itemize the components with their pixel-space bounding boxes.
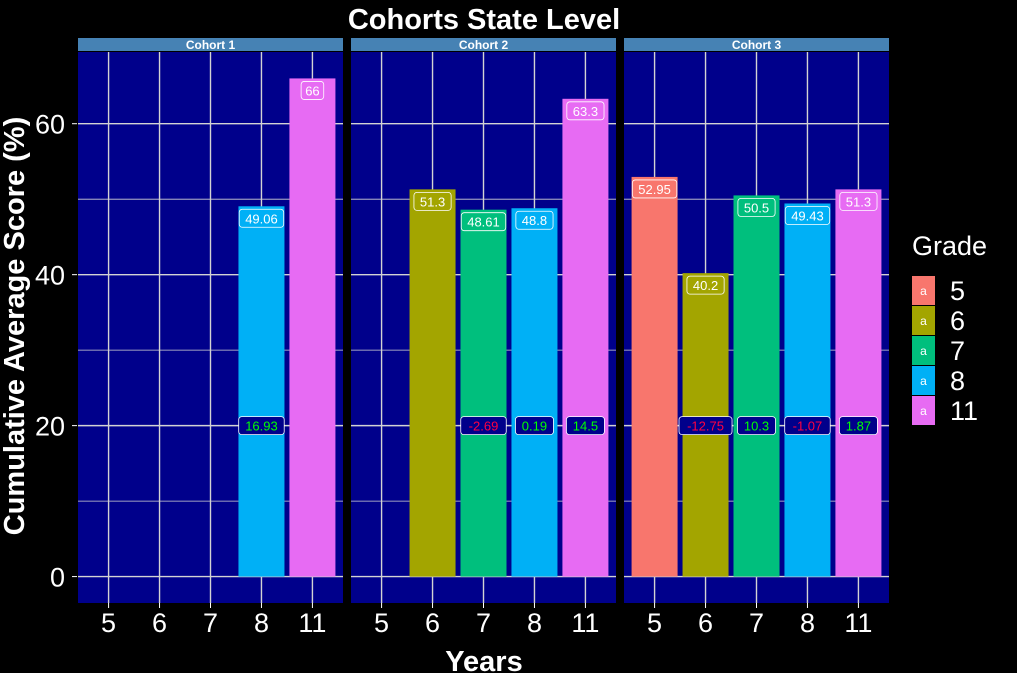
change-label: -1.07 bbox=[793, 419, 823, 434]
x-tick-label: 6 bbox=[425, 608, 440, 638]
change-label-box bbox=[784, 416, 831, 436]
legend-key-grade-5 bbox=[912, 276, 935, 305]
y-tick-label: 60 bbox=[35, 110, 65, 140]
bar-grade-11 bbox=[562, 98, 609, 577]
value-label: 51.3 bbox=[846, 194, 871, 209]
value-label: 52.95 bbox=[638, 182, 671, 197]
legend-key-glyph: a bbox=[920, 344, 927, 358]
change-label: -12.75 bbox=[687, 419, 724, 434]
x-tick-label: 11 bbox=[298, 608, 326, 638]
legend-key-grade-6 bbox=[912, 306, 935, 335]
legend-key-glyph: a bbox=[920, 314, 927, 328]
value-label-box bbox=[238, 208, 285, 228]
change-label: 1.87 bbox=[846, 419, 871, 434]
value-label: 49.43 bbox=[791, 208, 824, 223]
value-label-box bbox=[631, 179, 678, 199]
x-tick-label: 5 bbox=[374, 608, 389, 638]
value-label: 40.2 bbox=[693, 278, 718, 293]
x-tick-label: 11 bbox=[571, 608, 599, 638]
change-label-box bbox=[515, 416, 554, 436]
value-label: 66 bbox=[305, 83, 319, 98]
bar-grade-5 bbox=[631, 176, 678, 577]
x-tick-label: 8 bbox=[254, 608, 269, 638]
y-axis: 0 20 40 60 bbox=[35, 110, 77, 593]
change-label: -2.69 bbox=[469, 419, 499, 434]
facet-panel-1: Cohort 1 49.06 16.93 66 5 6 7 8 11 bbox=[78, 38, 343, 638]
bar-grade-7 bbox=[733, 195, 780, 577]
x-tick-label: 5 bbox=[101, 608, 116, 638]
bar-grade-8 bbox=[784, 203, 831, 577]
y-tick-label: 20 bbox=[35, 412, 65, 442]
x-tick-label: 7 bbox=[203, 608, 218, 638]
facet-strip-label: Cohort 3 bbox=[732, 38, 782, 52]
legend-key-grade-8 bbox=[912, 366, 935, 395]
facet-panel-2: Cohort 2 51.3 48.61 -2.69 48.8 0.19 63.3 14.5 5 6… bbox=[351, 38, 616, 638]
value-label-box bbox=[460, 212, 507, 232]
value-label-box bbox=[515, 210, 554, 230]
value-label-box bbox=[839, 191, 878, 211]
legend-label-grade-11: 11 bbox=[950, 396, 978, 426]
value-label: 48.8 bbox=[522, 213, 547, 228]
y-tick-label: 0 bbox=[50, 563, 65, 593]
change-label: 16.93 bbox=[245, 419, 278, 434]
change-label-box bbox=[678, 416, 733, 436]
facet-strip bbox=[78, 38, 343, 51]
change-label-box bbox=[566, 416, 605, 436]
change-label: 0.19 bbox=[522, 419, 547, 434]
facet-panel-3: Cohort 3 52.95 40.2 -12.75 50.5 10.3 49.43 -1.0… bbox=[624, 38, 889, 638]
y-tick-label: 40 bbox=[35, 261, 65, 291]
legend-key-glyph: a bbox=[920, 374, 927, 388]
value-label: 51.3 bbox=[420, 194, 445, 209]
chart-title: Cohorts State Level bbox=[348, 4, 620, 36]
change-label: 14.5 bbox=[573, 419, 598, 434]
legend-key-glyph: a bbox=[920, 404, 927, 418]
value-label-box bbox=[300, 81, 325, 100]
value-label-box bbox=[566, 101, 605, 121]
value-label-box bbox=[737, 198, 776, 217]
x-tick-label: 6 bbox=[152, 608, 167, 638]
x-tick-label: 8 bbox=[527, 608, 542, 638]
bar-grade-6 bbox=[409, 189, 456, 577]
change-label-box bbox=[839, 416, 878, 436]
x-tick-label: 7 bbox=[476, 608, 491, 638]
bar-grade-8 bbox=[511, 208, 558, 577]
legend-label-grade-6: 6 bbox=[950, 306, 965, 336]
x-tick-label: 6 bbox=[698, 608, 713, 638]
legend-key-grade-7 bbox=[912, 336, 935, 365]
change-label: 10.3 bbox=[744, 419, 769, 434]
facet-strip-label: Cohort 1 bbox=[186, 38, 236, 52]
change-label-box bbox=[238, 416, 285, 436]
value-label-box bbox=[413, 191, 452, 211]
legend-title: Grade bbox=[912, 231, 987, 261]
value-label: 49.06 bbox=[245, 211, 278, 226]
facet-strip bbox=[351, 38, 616, 51]
legend-label-grade-8: 8 bbox=[950, 366, 965, 396]
bar-grade-8 bbox=[238, 206, 285, 577]
legend: Grade a 5 a 6 a 7 a 8 a 11 bbox=[912, 231, 987, 426]
legend-key-glyph: a bbox=[920, 284, 927, 298]
legend-label-grade-5: 5 bbox=[950, 276, 965, 306]
legend-label-grade-7: 7 bbox=[950, 336, 965, 366]
value-label: 63.3 bbox=[573, 104, 598, 119]
facet-strip-label: Cohort 2 bbox=[459, 38, 509, 52]
value-label-box bbox=[686, 275, 725, 295]
bar-grade-11 bbox=[835, 189, 882, 577]
legend-key-grade-11 bbox=[912, 396, 935, 425]
value-label-box bbox=[784, 206, 831, 225]
bar-grade-11 bbox=[289, 78, 336, 577]
x-tick-label: 8 bbox=[800, 608, 815, 638]
value-label: 50.5 bbox=[744, 200, 769, 215]
x-axis-title: Years bbox=[445, 646, 522, 673]
y-axis-title: Cumulative Average Score (%) bbox=[0, 117, 31, 536]
change-label-box bbox=[737, 416, 776, 436]
bar-grade-7 bbox=[460, 209, 507, 577]
facet-strip bbox=[624, 38, 889, 51]
x-tick-label: 7 bbox=[749, 608, 764, 638]
x-tick-label: 11 bbox=[844, 608, 872, 638]
change-label-box bbox=[460, 416, 507, 436]
value-label: 48.61 bbox=[467, 215, 500, 230]
x-tick-label: 5 bbox=[647, 608, 662, 638]
